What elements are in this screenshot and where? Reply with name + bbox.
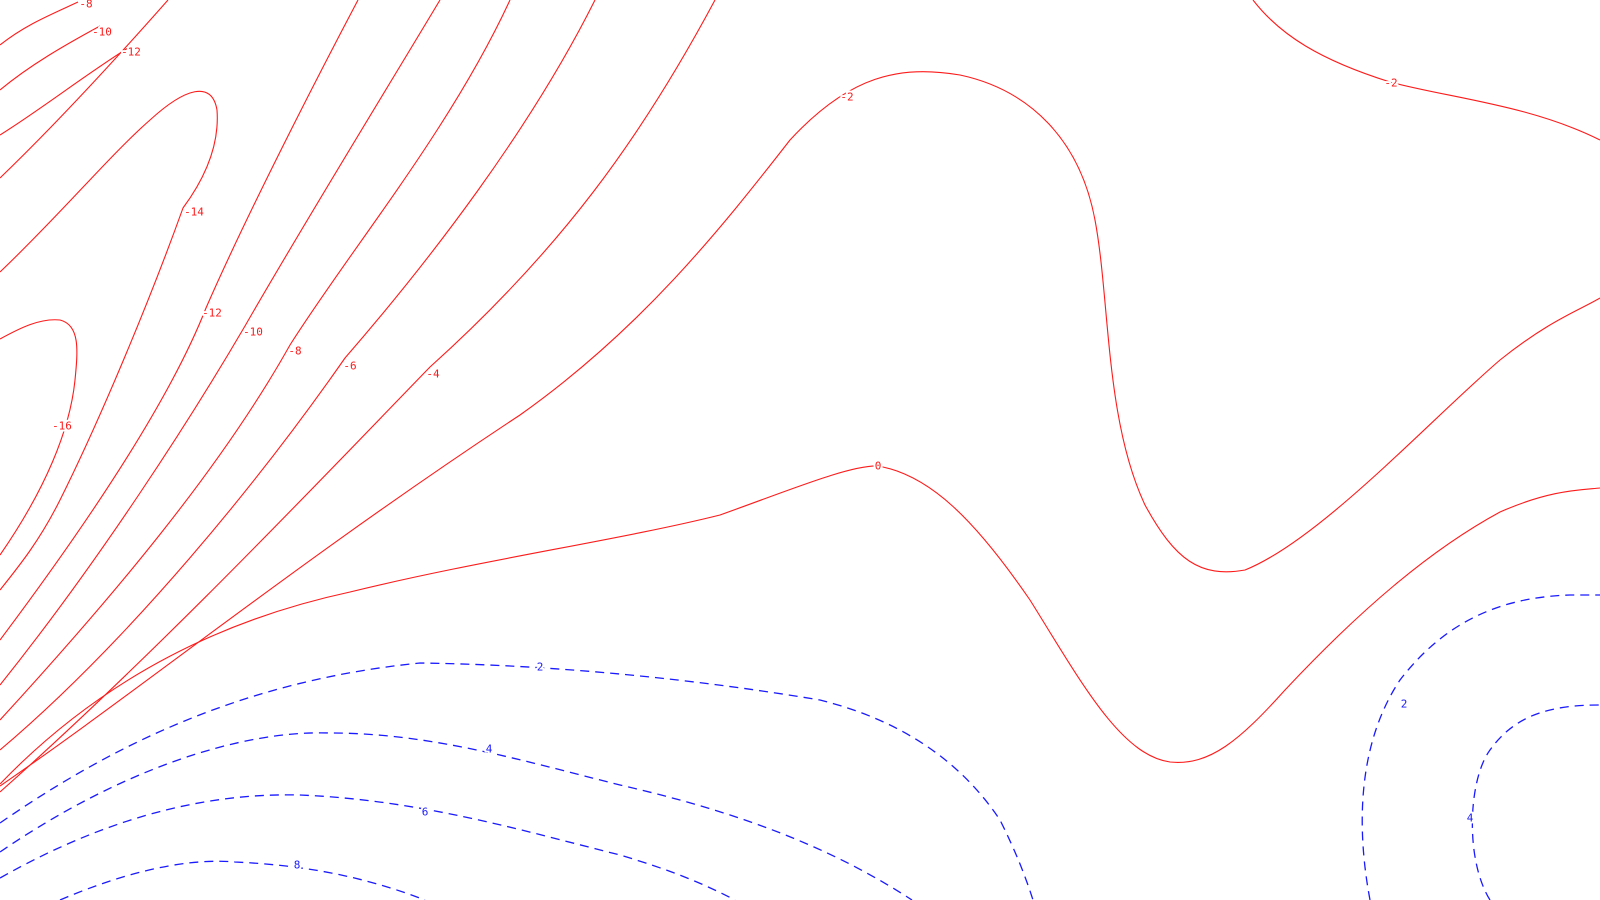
contour-label: -8 <box>79 0 92 11</box>
contour-label: -6 <box>343 360 356 373</box>
contour-label: 0 <box>875 460 882 473</box>
contour-label: -8 <box>288 345 301 358</box>
contour-line-2-right <box>1361 594 1600 900</box>
contour-line-minus-2-center <box>0 71 1600 787</box>
contour-label: 8 <box>294 859 301 872</box>
contour-label: 4 <box>486 743 493 756</box>
contour-label: -2 <box>1384 77 1397 90</box>
contour-line-minus-10-top <box>0 25 101 91</box>
contour-line-4-right <box>1471 704 1600 900</box>
contour-label: -2 <box>840 91 853 104</box>
contour-label: -16 <box>52 420 72 433</box>
contour-label: -4 <box>426 368 440 381</box>
contour-line-6 <box>0 794 736 900</box>
contour-line-zero <box>0 465 1600 785</box>
contour-line-minus-4 <box>0 0 716 793</box>
negative-contours <box>0 0 1600 793</box>
positive-contours <box>0 594 1600 900</box>
contour-label: -10 <box>243 326 263 339</box>
contour-line-corner <box>0 0 169 179</box>
contour-line-minus-14 <box>0 90 218 591</box>
contour-line-minus-12-top <box>0 47 129 136</box>
contour-line-minus-10 <box>0 0 441 686</box>
contour-label: -10 <box>92 26 112 39</box>
contour-label: 2 <box>1401 698 1408 711</box>
contour-label: -14 <box>184 206 204 219</box>
contour-label: -12 <box>202 307 222 320</box>
contour-line-minus-12 <box>0 0 359 641</box>
contour-line-minus-2-right <box>1252 0 1600 141</box>
contour-label: -12 <box>121 46 141 59</box>
contour-line-minus-6 <box>0 0 596 751</box>
contour-line-2-left <box>0 662 1034 900</box>
contour-line-minus-16 <box>0 319 78 556</box>
contour-line-8 <box>59 860 426 900</box>
contour-line-minus-8 <box>0 0 511 721</box>
contour-labels: -8 -10 -12 -14 -12 -10 -8 -6 -4 -16 -2 -… <box>50 0 1476 874</box>
contour-line-4-left <box>0 732 913 900</box>
contour-label: 4 <box>1467 812 1474 825</box>
contour-label: 6 <box>422 806 429 819</box>
contour-line-minus-8-top <box>0 1 79 46</box>
contour-label: 2 <box>537 661 544 674</box>
